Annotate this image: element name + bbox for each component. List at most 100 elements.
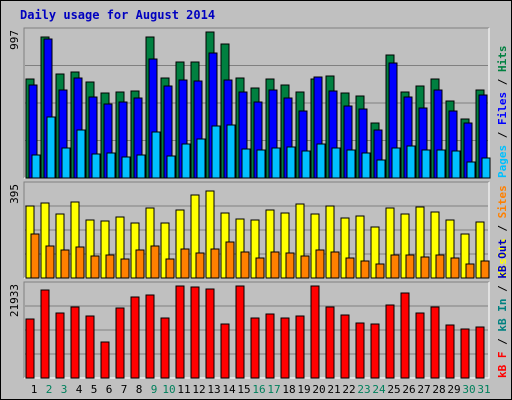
bar-pages-day-12 xyxy=(196,138,206,179)
bar-pages-day-8 xyxy=(136,154,146,179)
panel-bevel-dark xyxy=(23,281,489,378)
panel-bevel-dark xyxy=(23,181,489,278)
bar-kb-f-day-27 xyxy=(415,312,425,379)
x-tick-label: 21 xyxy=(327,383,340,396)
bar-kb-f-day-25 xyxy=(385,304,395,379)
bar-pages-day-18 xyxy=(286,146,296,179)
x-tick-label: 29 xyxy=(447,383,460,396)
bar-pages-day-3 xyxy=(61,147,71,179)
bar-kb-f-day-3 xyxy=(55,312,65,379)
bar-kb-f-day-22 xyxy=(340,314,350,379)
x-tick-label: 26 xyxy=(402,383,415,396)
bar-visits-day-17 xyxy=(270,251,280,279)
x-tick-label: 10 xyxy=(162,383,175,396)
bar-visits-day-24 xyxy=(375,263,385,279)
legend-segment: / xyxy=(496,72,509,92)
bar-pages-day-28 xyxy=(436,149,446,179)
bar-sites-day-7 xyxy=(115,216,125,279)
bar-sites-day-27 xyxy=(415,206,425,279)
bar-kb-f-day-26 xyxy=(400,292,410,379)
bar-kb-f-day-18 xyxy=(280,317,290,379)
legend-segment: kB Out xyxy=(496,239,509,279)
x-tick-label: 8 xyxy=(136,383,143,396)
bar-pages-day-20 xyxy=(316,143,326,179)
bar-kb-f-day-17 xyxy=(265,313,275,379)
bar-sites-day-31 xyxy=(475,221,485,279)
bar-pages-day-30 xyxy=(466,161,476,179)
legend-segment: Pages xyxy=(496,145,509,178)
bar-kb-f-day-15 xyxy=(235,285,245,379)
x-tick-label: 25 xyxy=(387,383,400,396)
bar-sites-day-3 xyxy=(55,213,65,279)
y-max-label: 21933 xyxy=(8,284,21,317)
bar-pages-day-4 xyxy=(76,129,86,179)
bar-visits-day-22 xyxy=(345,257,355,279)
bar-kb-f-day-24 xyxy=(370,323,380,379)
bar-visits-day-10 xyxy=(165,258,175,279)
bar-pages-day-15 xyxy=(241,148,251,179)
legend-segment: Visits xyxy=(496,238,509,278)
panel-bevel-dark xyxy=(23,27,489,178)
bar-kb-f-day-8 xyxy=(130,296,140,379)
bar-kb-f-day-4 xyxy=(70,306,80,379)
legend-segment: / xyxy=(496,218,509,238)
bar-kb-f-day-21 xyxy=(325,306,335,379)
bar-sites-day-10 xyxy=(160,222,170,279)
bar-pages-day-9 xyxy=(151,131,161,179)
y-max-label: 395 xyxy=(8,184,21,204)
bar-kb-f-day-11 xyxy=(175,285,185,379)
bar-visits-day-28 xyxy=(435,254,445,279)
x-tick-label: 23 xyxy=(357,383,370,396)
bar-visits-day-27 xyxy=(420,256,430,279)
bar-kb-f-day-30 xyxy=(460,328,470,379)
x-tick-label: 16 xyxy=(252,383,265,396)
bar-pages-day-31 xyxy=(481,157,491,179)
x-tick-label: 5 xyxy=(91,383,98,396)
bar-sites-day-25 xyxy=(385,207,395,279)
bar-kb-f-day-16 xyxy=(250,317,260,379)
bar-sites-day-24 xyxy=(370,226,380,279)
bar-visits-day-26 xyxy=(405,254,415,279)
bar-pages-day-22 xyxy=(346,149,356,179)
bar-visits-day-9 xyxy=(150,245,160,279)
right-legend-label: Visits / Sites xyxy=(496,185,509,278)
x-tick-label: 20 xyxy=(312,383,325,396)
bar-pages-day-23 xyxy=(361,152,371,179)
bar-visits-day-5 xyxy=(90,255,100,279)
bar-visits-day-25 xyxy=(390,254,400,279)
panel-hits-files-pages: 997 Pages / Files / Hits xyxy=(8,27,509,179)
bar-kb-f-day-31 xyxy=(475,326,485,379)
y-max-label: 997 xyxy=(8,30,21,50)
bar-visits-day-13 xyxy=(210,248,220,279)
bar-kb-f-day-6 xyxy=(100,341,110,379)
bar-kb-f-day-5 xyxy=(85,315,95,379)
bar-sites-day-5 xyxy=(85,219,95,279)
bar-sites-day-9 xyxy=(145,207,155,279)
bar-pages-day-25 xyxy=(391,147,401,179)
bar-kb-f-day-20 xyxy=(310,285,320,379)
bar-sites-day-13 xyxy=(205,190,215,279)
bar-visits-day-4 xyxy=(75,246,85,279)
panel-visits-sites: 395 Visits / Sites xyxy=(8,181,509,279)
bar-kb-f-day-23 xyxy=(355,322,365,379)
bar-kb-f-day-1 xyxy=(25,318,35,379)
bar-sites-day-21 xyxy=(325,205,335,279)
bar-visits-day-7 xyxy=(120,258,130,279)
bar-kb-f-day-7 xyxy=(115,307,125,379)
bar-kb-f-day-19 xyxy=(295,315,305,379)
bar-kb-f-day-2 xyxy=(40,289,50,379)
x-tick-label: 14 xyxy=(222,383,236,396)
x-tick-label: 1 xyxy=(31,383,38,396)
bar-visits-day-16 xyxy=(255,257,265,279)
bar-sites-day-6 xyxy=(100,220,110,279)
legend-segment: / xyxy=(496,332,509,352)
bar-pages-day-21 xyxy=(331,147,341,179)
bar-pages-day-6 xyxy=(106,152,116,179)
bar-sites-day-18 xyxy=(280,212,290,279)
legend-segment: Hits xyxy=(496,46,509,73)
bar-pages-day-14 xyxy=(226,124,236,179)
x-tick-label: 17 xyxy=(267,383,280,396)
right-legend-label: kB F / kB In / kB Out xyxy=(496,239,509,378)
